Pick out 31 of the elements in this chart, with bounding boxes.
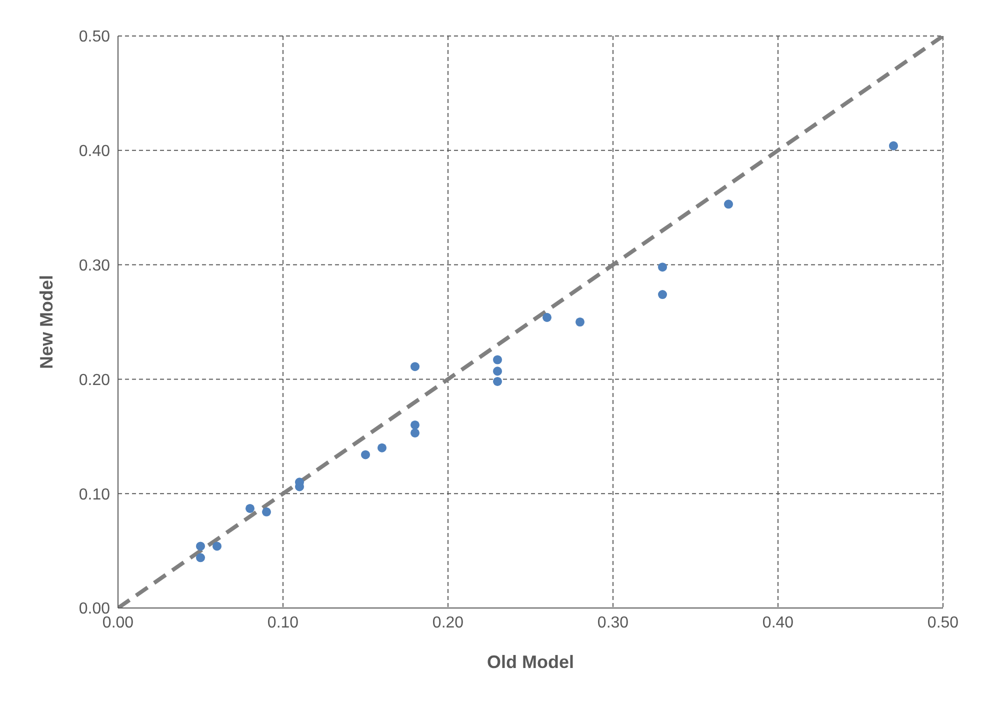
point — [658, 290, 668, 300]
point — [492, 366, 502, 376]
x-tick-label: 0.10 — [267, 614, 299, 632]
point — [245, 504, 255, 513]
x-tick-label: 0.30 — [597, 614, 629, 632]
y-tick-label: 0.50 — [78, 28, 110, 46]
y-tick-label: 0.10 — [78, 486, 110, 504]
point — [410, 420, 420, 430]
point — [410, 428, 420, 438]
point — [196, 553, 206, 562]
point — [724, 200, 734, 209]
point — [888, 141, 898, 150]
x-axis-title: Old Model — [487, 652, 574, 672]
point — [575, 317, 585, 327]
point — [262, 507, 272, 516]
point — [196, 542, 206, 551]
y-tick-label: 0.30 — [78, 257, 110, 274]
point — [360, 450, 370, 460]
point — [410, 362, 420, 372]
y-tick-label: 0.20 — [78, 372, 110, 389]
point — [492, 355, 502, 364]
x-tick-label: 0.50 — [927, 614, 959, 632]
x-tick-label: 0.20 — [432, 614, 464, 632]
point — [542, 312, 552, 322]
x-tick-label: 0.40 — [762, 614, 794, 632]
point — [377, 443, 387, 452]
y-axis-title: New Model — [36, 274, 56, 370]
point — [212, 542, 222, 551]
point — [492, 376, 502, 386]
y-tick-label: 0.40 — [78, 143, 110, 160]
point — [658, 262, 668, 272]
